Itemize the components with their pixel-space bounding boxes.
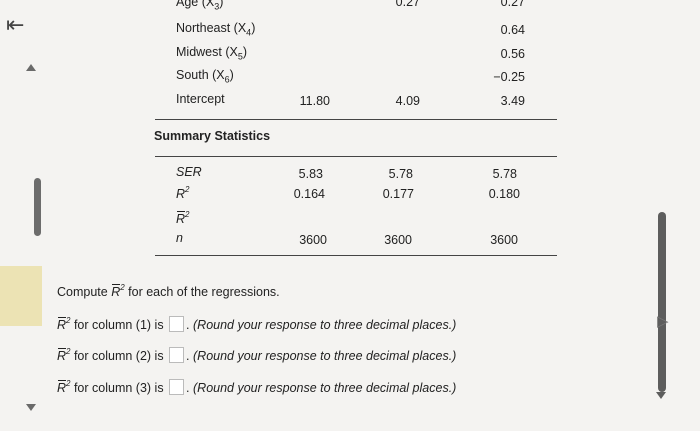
- highlight-strip: [0, 266, 42, 326]
- cell-col1: 5.83: [298, 167, 323, 181]
- cell-col3: 0.64: [500, 23, 525, 37]
- cell-col1: 3600: [299, 233, 327, 247]
- summary-divider: [155, 156, 557, 157]
- cell-col2: 4.09: [395, 94, 420, 108]
- answer-row-1: R2 for column (1) is . (Round your respo…: [57, 316, 457, 332]
- cursor-icon: ▷: [657, 313, 669, 330]
- row-label-n: n: [176, 231, 183, 245]
- answer-input-col2[interactable]: [169, 347, 185, 363]
- back-icon[interactable]: ⇤: [6, 12, 25, 37]
- row-label: Age (X3): [176, 0, 224, 12]
- answer-row-3: R2 for column (3) is . (Round your respo…: [57, 379, 457, 395]
- summary-bottom-divider: [155, 255, 557, 256]
- scroll-down-arrow-icon[interactable]: [26, 404, 36, 411]
- cell-col3: 0.27: [500, 0, 525, 9]
- cell-col2: 0.27: [395, 0, 420, 9]
- summary-title: Summary Statistics: [154, 129, 271, 143]
- row-label: Intercept: [176, 92, 225, 106]
- answer-input-col1[interactable]: [169, 316, 185, 332]
- row-label-adj-r2: R2: [176, 210, 190, 226]
- question-prompt: Compute R2 for each of the regressions.: [57, 283, 280, 299]
- cell-col3: 0.180: [488, 187, 520, 201]
- answer-input-col3[interactable]: [169, 379, 185, 395]
- cell-col1: 11.80: [299, 94, 330, 108]
- row-label-r2: R2: [176, 185, 190, 201]
- cell-col2: 0.177: [382, 187, 414, 201]
- cell-col3: −0.25: [493, 70, 525, 84]
- right-scrollbar-thumb[interactable]: [658, 212, 666, 392]
- left-scrollbar-thumb[interactable]: [34, 178, 41, 236]
- cell-col2: 5.78: [388, 167, 413, 181]
- table-divider: [155, 119, 557, 120]
- row-label: Midwest (X5): [176, 45, 248, 62]
- right-scroll-down-icon[interactable]: [656, 392, 666, 399]
- cell-col3: 0.56: [500, 47, 525, 61]
- row-label: Northeast (X4): [176, 21, 256, 38]
- row-label-ser: SER: [176, 165, 202, 179]
- cell-col1: 0.164: [293, 187, 325, 201]
- scroll-up-arrow-icon[interactable]: [26, 64, 36, 71]
- row-label: South (X6): [176, 68, 234, 85]
- cell-col3: 3.49: [500, 94, 525, 108]
- cell-col2: 3600: [384, 233, 412, 247]
- cell-col3: 3600: [490, 233, 518, 247]
- answer-row-2: R2 for column (2) is . (Round your respo…: [57, 347, 457, 363]
- cell-col3: 5.78: [492, 167, 517, 181]
